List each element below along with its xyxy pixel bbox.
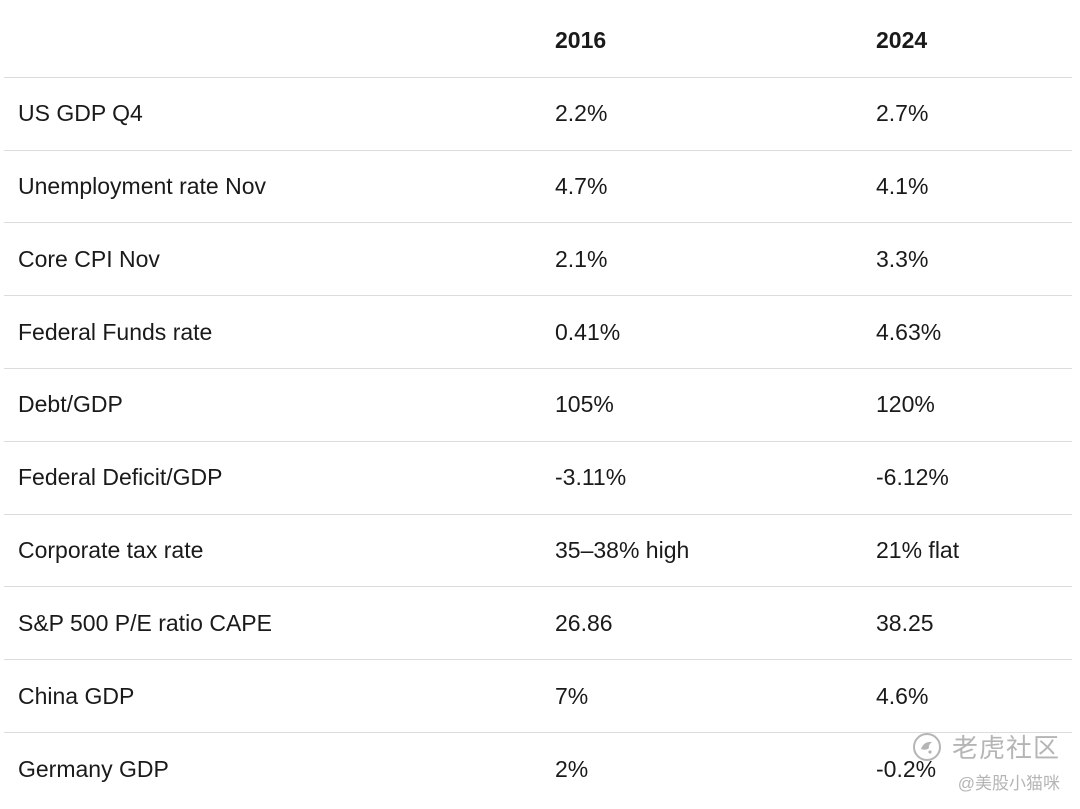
- header-2024-cell: 2024: [876, 27, 928, 54]
- table-row: S&P 500 P/E ratio CAPE 26.86 38.25: [4, 587, 1072, 661]
- row-value-2016: 7%: [555, 682, 589, 709]
- row-value-2016: 0.41%: [555, 318, 621, 345]
- header-2016-cell: 2016: [555, 27, 607, 54]
- table-row: Core CPI Nov 2.1% 3.3%: [4, 223, 1072, 297]
- row-value-2024: 3.3%: [876, 245, 929, 272]
- row-value-2024: -0.2%: [876, 755, 937, 782]
- row-label: Federal Deficit/GDP: [18, 464, 223, 491]
- row-value-2016: 4.7%: [555, 172, 608, 199]
- table-row: Germany GDP 2% -0.2%: [4, 733, 1072, 806]
- row-value-2024: 38.25: [876, 609, 934, 636]
- row-label: Corporate tax rate: [18, 536, 204, 563]
- row-value-2024: 4.6%: [876, 682, 929, 709]
- row-value-2016: 2%: [555, 755, 589, 782]
- table-row: China GDP 7% 4.6%: [4, 660, 1072, 733]
- row-value-2016: 26.86: [555, 609, 613, 636]
- comparison-table: 2016 2024 US GDP Q4 2.2% 2.7% Unemployme…: [4, 5, 1072, 806]
- table-row: Debt/GDP 105% 120%: [4, 369, 1072, 442]
- row-value-2024: 120%: [876, 391, 935, 418]
- row-value-2024: -6.12%: [876, 464, 949, 491]
- row-label: Unemployment rate Nov: [18, 172, 266, 199]
- row-value-2016: 2.2%: [555, 100, 608, 127]
- row-value-2024: 2.7%: [876, 100, 929, 127]
- table-row: Corporate tax rate 35–38% high 21% flat: [4, 515, 1072, 588]
- table-header-row: 2016 2024: [4, 5, 1072, 78]
- row-label: US GDP Q4: [18, 100, 143, 127]
- row-value-2016: 2.1%: [555, 245, 608, 272]
- table-row: Federal Deficit/GDP -3.11% -6.12%: [4, 442, 1072, 515]
- table-row: Unemployment rate Nov 4.7% 4.1%: [4, 151, 1072, 224]
- row-label: Federal Funds rate: [18, 318, 213, 345]
- row-label: S&P 500 P/E ratio CAPE: [18, 609, 272, 636]
- row-value-2016: 105%: [555, 391, 614, 418]
- row-value-2024: 4.63%: [876, 318, 942, 345]
- row-label: Core CPI Nov: [18, 245, 160, 272]
- row-label: Debt/GDP: [18, 391, 123, 418]
- row-value-2024: 21% flat: [876, 536, 960, 563]
- row-value-2016: -3.11%: [555, 464, 627, 491]
- row-label: Germany GDP: [18, 755, 169, 782]
- table-row: Federal Funds rate 0.41% 4.63%: [4, 296, 1072, 369]
- row-value-2024: 4.1%: [876, 172, 929, 199]
- row-label: China GDP: [18, 682, 135, 709]
- row-value-2016: 35–38% high: [555, 536, 690, 563]
- table-row: US GDP Q4 2.2% 2.7%: [4, 78, 1072, 151]
